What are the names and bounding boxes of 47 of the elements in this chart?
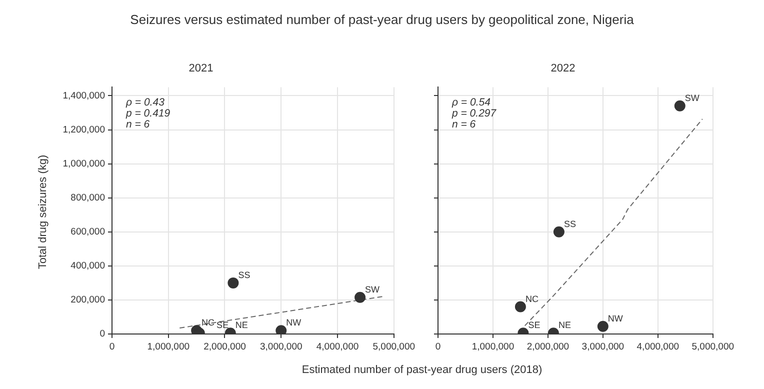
annotation: NW xyxy=(608,313,624,324)
x-tick-label: 0 xyxy=(109,341,115,352)
chart-title: 2021 xyxy=(188,62,214,75)
annotation: NW xyxy=(286,318,302,328)
y-tick-label: 1,000,000 xyxy=(62,158,105,170)
x-tick-label: 0 xyxy=(435,341,441,352)
annotation: NC xyxy=(525,294,539,304)
y-tick-label: 200,000 xyxy=(70,294,105,306)
x-tick-label: 5,000,000 xyxy=(372,341,415,352)
point xyxy=(514,301,526,312)
annotation: SS xyxy=(238,270,250,280)
x-tick-label: 3,000,000 xyxy=(582,341,624,352)
y-tick-label: 1,400,000 xyxy=(62,90,105,102)
annotation: SW xyxy=(684,92,700,103)
x-tick-label: 3,000,000 xyxy=(260,341,302,352)
x-tick-label: 4,000,000 xyxy=(636,341,680,352)
x-tick-label: 4,000,000 xyxy=(316,341,359,352)
x-axis-title: Estimated number of past-year drug users (2018) xyxy=(300,364,544,376)
x-tick-label: 2,000,000 xyxy=(526,341,570,352)
annotation: SE xyxy=(528,320,540,330)
annotation: NE xyxy=(235,320,248,330)
y-tick-label: 0 xyxy=(100,328,105,340)
annotation: n = 6 xyxy=(452,118,476,130)
y-tick-label: 400,000 xyxy=(70,260,105,272)
annotation: ρ = 0.54 xyxy=(451,96,491,108)
annotation: NE xyxy=(558,320,571,330)
point xyxy=(597,320,608,332)
annotation: p = 0.419 xyxy=(125,107,170,120)
x-tick-label: 1,000,000 xyxy=(147,341,190,352)
chart-title: 2022 xyxy=(550,62,576,75)
y-tick-label: 1,200,000 xyxy=(62,124,105,136)
point xyxy=(553,226,564,238)
annotation: SS xyxy=(564,218,576,229)
annotation: NC xyxy=(202,318,216,328)
annotation: p = 0.297 xyxy=(451,107,498,120)
y-axis-title: Total drug seizures (kg) xyxy=(37,154,49,270)
y-tick-label: 800,000 xyxy=(70,192,105,204)
annotation: SE xyxy=(216,320,229,330)
annotation: n = 6 xyxy=(126,118,150,130)
y-tick-label: 600,000 xyxy=(70,226,105,238)
annotation: ρ = 0.43 xyxy=(125,96,165,108)
annotation: SW xyxy=(365,284,380,294)
x-tick-label: 2,000,000 xyxy=(204,341,246,352)
x-tick-label: 1,000,000 xyxy=(472,341,514,352)
text: Seizures versus estimated number of past-year drug users by geopolitical zone, Nigeria xyxy=(129,12,635,27)
x-tick-label: 5,000,000 xyxy=(692,341,734,352)
point xyxy=(674,100,686,112)
